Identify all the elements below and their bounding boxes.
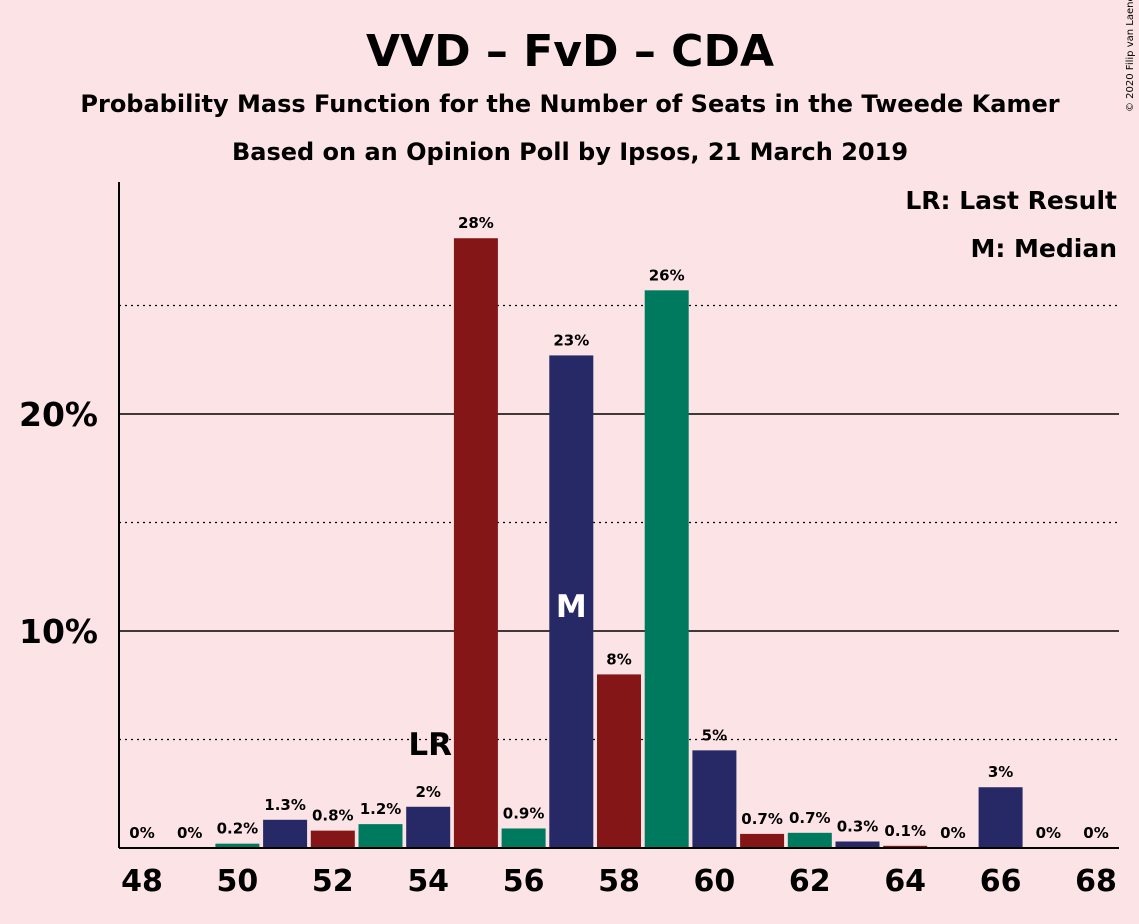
value-label: 0.7% — [789, 809, 831, 827]
bar-seat-53 — [358, 824, 403, 848]
value-label: 2% — [415, 783, 440, 801]
value-label: 28% — [458, 214, 494, 232]
x-tick-label: 56 — [503, 864, 545, 899]
bar-seat-66 — [978, 787, 1023, 848]
x-tick-label: 52 — [312, 864, 354, 899]
value-label: 0.3% — [837, 817, 879, 835]
x-tick-label: 68 — [1075, 864, 1117, 899]
value-label: 3% — [988, 763, 1013, 781]
x-tick-label: 60 — [694, 864, 736, 899]
value-label: 0% — [129, 824, 154, 842]
x-tick-label: 54 — [407, 864, 449, 899]
chart-source-line: Based on an Opinion Poll by Ipsos, 21 Ma… — [232, 138, 908, 166]
bar-seat-55 — [453, 238, 498, 849]
value-label: 0% — [940, 824, 965, 842]
bar-seat-63 — [835, 841, 880, 848]
value-label: 0.2% — [217, 820, 259, 838]
bar-seat-50 — [215, 843, 260, 848]
chart-title: VVD – FvD – CDA — [366, 26, 774, 77]
bar-seat-64 — [883, 845, 928, 848]
bar-seat-61 — [740, 833, 785, 848]
value-label: 5% — [702, 726, 727, 744]
legend-median: M: Median — [970, 234, 1117, 263]
copyright-notice: © 2020 Filip van Laenen — [1125, 0, 1136, 112]
x-tick-label: 64 — [884, 864, 926, 899]
bar-seat-57 — [549, 355, 594, 848]
bars — [215, 238, 1023, 849]
x-tick-label: 58 — [598, 864, 640, 899]
bar-seat-60 — [692, 750, 737, 848]
value-label: 1.2% — [360, 800, 402, 818]
bar-seat-54 — [406, 806, 451, 848]
value-label: 0% — [1036, 824, 1061, 842]
value-label: 0.8% — [312, 807, 354, 825]
chart-subtitle: Probability Mass Function for the Number… — [80, 90, 1059, 118]
median-marker: M — [556, 589, 587, 625]
bar-seat-51 — [263, 819, 308, 848]
value-label: 0.9% — [503, 804, 545, 822]
value-label: 0% — [1083, 824, 1108, 842]
y-tick-label: 20% — [19, 395, 98, 434]
value-label: 26% — [649, 266, 685, 284]
markers: LR M — [408, 589, 586, 763]
legend-last-result: LR: Last Result — [905, 186, 1117, 215]
x-tick-label: 62 — [789, 864, 831, 899]
bar-seat-62 — [787, 832, 832, 848]
y-tick-label: 10% — [19, 612, 98, 651]
x-tick-labels: 48 50 52 54 56 58 60 62 64 66 68 — [121, 864, 1117, 899]
bar-seat-56 — [501, 828, 546, 848]
value-label: 0.1% — [884, 822, 926, 840]
value-labels: 0% 0% 0.2% 1.3% 0.8% 1.2% 2% 28% 0.9% 23% 8% 26% 5% 0… — [129, 214, 1108, 842]
last-result-marker: LR — [408, 727, 452, 763]
bar-seat-52 — [310, 830, 355, 848]
x-tick-label: 48 — [121, 864, 163, 899]
value-label: 23% — [553, 331, 589, 349]
bar-seat-59 — [644, 290, 689, 848]
x-tick-label: 66 — [980, 864, 1022, 899]
value-label: 0.7% — [741, 810, 783, 828]
value-label: 1.3% — [264, 796, 306, 814]
bar-seat-58 — [597, 674, 641, 848]
value-label: 0% — [177, 824, 202, 842]
value-label: 8% — [606, 650, 631, 668]
y-tick-labels: 10% 20% — [19, 395, 98, 651]
x-tick-label: 50 — [217, 864, 259, 899]
